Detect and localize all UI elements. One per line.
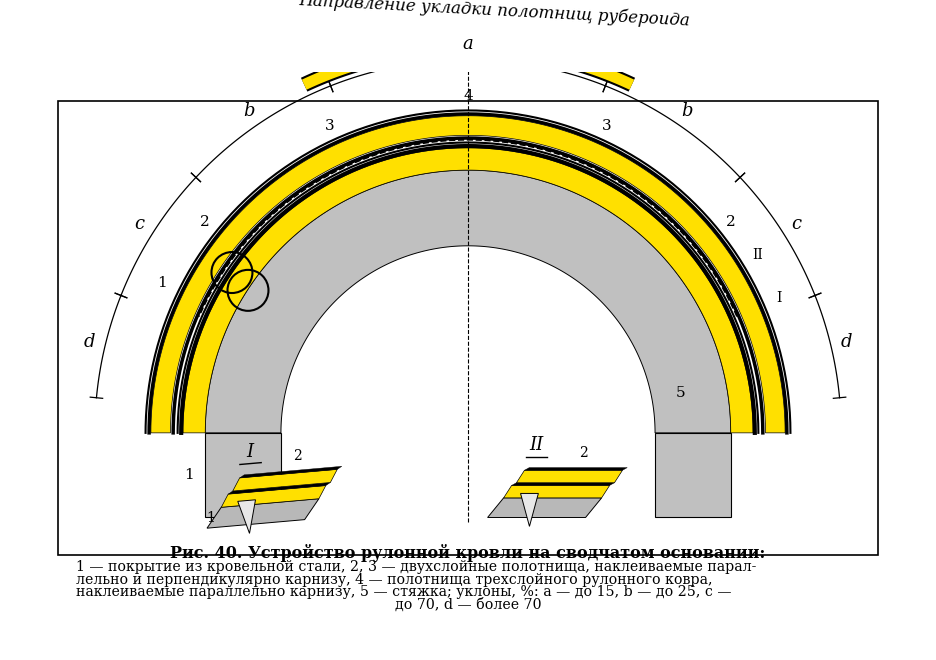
- Text: II: II: [753, 248, 764, 262]
- Polygon shape: [512, 482, 614, 485]
- Polygon shape: [240, 467, 342, 478]
- Text: 3: 3: [602, 119, 611, 133]
- Polygon shape: [205, 170, 731, 433]
- Text: 2: 2: [726, 215, 736, 229]
- Text: лельно и перпендикулярно карнизу, 4 — полотнища трехслойного рулонного ковра,: лельно и перпендикулярно карнизу, 4 — по…: [76, 573, 712, 587]
- Text: 2: 2: [293, 449, 301, 463]
- Polygon shape: [655, 433, 731, 517]
- Text: c: c: [134, 215, 144, 233]
- Polygon shape: [228, 482, 330, 494]
- Text: 5: 5: [676, 386, 685, 401]
- Text: 1: 1: [157, 276, 168, 290]
- Polygon shape: [520, 494, 538, 527]
- Text: 1: 1: [207, 511, 215, 525]
- Text: 3: 3: [325, 119, 334, 133]
- Polygon shape: [183, 148, 753, 433]
- Text: a: a: [462, 34, 474, 53]
- Text: наклеиваемые параллельно карнизу, 5 — стяжка; уклоны, %: a — до 15, b — до 25, c: наклеиваемые параллельно карнизу, 5 — ст…: [76, 585, 732, 599]
- Text: I: I: [247, 443, 254, 461]
- Polygon shape: [238, 500, 256, 533]
- Text: Рис. 40. Устройство рулонной кровли на сводчатом основании:: Рис. 40. Устройство рулонной кровли на с…: [170, 544, 766, 562]
- Text: 2: 2: [200, 215, 210, 229]
- Text: b: b: [681, 102, 693, 120]
- Polygon shape: [524, 467, 627, 471]
- Text: до 70, d — более 70: до 70, d — более 70: [395, 598, 541, 612]
- Text: 1 — покрытие из кровельной стали, 2, 3 — двухслойные полотнища, наклеиваемые пар: 1 — покрытие из кровельной стали, 2, 3 —…: [76, 560, 756, 574]
- Polygon shape: [151, 115, 785, 433]
- Text: c: c: [792, 215, 802, 233]
- Text: I: I: [776, 292, 782, 306]
- Polygon shape: [504, 485, 609, 498]
- Text: d: d: [841, 333, 853, 351]
- Polygon shape: [221, 486, 326, 508]
- Text: d: d: [83, 333, 95, 351]
- Text: 2: 2: [578, 446, 588, 461]
- Text: b: b: [243, 102, 255, 120]
- Polygon shape: [207, 499, 319, 528]
- Polygon shape: [205, 433, 281, 517]
- Text: II: II: [530, 436, 544, 454]
- Bar: [58, 100, 878, 555]
- Polygon shape: [233, 469, 337, 491]
- Text: Направление укладки полотнищ рубероида: Направление укладки полотнищ рубероида: [299, 0, 691, 30]
- Text: 4: 4: [463, 89, 473, 103]
- Polygon shape: [488, 498, 602, 517]
- Text: 1: 1: [184, 468, 194, 482]
- Polygon shape: [517, 471, 622, 482]
